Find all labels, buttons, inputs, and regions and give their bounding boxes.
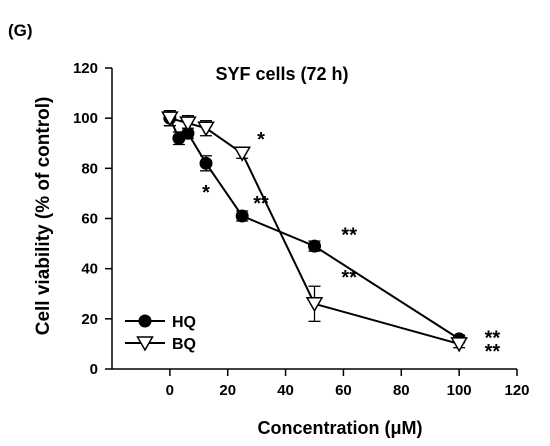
axis-ticks: 0 20 40 60 80 100 120 0 20 40 60 80 100 120 bbox=[73, 60, 530, 399]
significance-mark: * bbox=[257, 129, 265, 151]
legend-bq-marker bbox=[136, 336, 154, 352]
y-tick-label: 120 bbox=[73, 60, 98, 77]
y-tick-label: 0 bbox=[90, 361, 98, 378]
x-tick-label: 20 bbox=[219, 382, 236, 399]
y-axis-title: Cell viability (% of control) bbox=[33, 97, 54, 336]
significance-mark: ** bbox=[341, 225, 357, 247]
legend-bq-label: BQ bbox=[172, 336, 196, 353]
significance-mark: ** bbox=[341, 267, 357, 289]
x-tick-label: 60 bbox=[335, 382, 352, 399]
data-point-bq bbox=[450, 337, 468, 353]
x-tick-label: 80 bbox=[393, 382, 410, 399]
legend-hq-marker bbox=[138, 314, 152, 328]
legend: HQ BQ bbox=[125, 314, 196, 353]
x-tick-label: 120 bbox=[504, 382, 529, 399]
data-point-hq bbox=[181, 126, 195, 140]
y-tick-label: 20 bbox=[81, 311, 98, 328]
data-point-hq bbox=[308, 239, 321, 253]
data-point-hq bbox=[199, 156, 213, 170]
y-tick-label: 100 bbox=[73, 110, 98, 127]
data-point-bq bbox=[161, 111, 179, 127]
x-axis-title: Concentration (μM) bbox=[258, 418, 423, 438]
annotation-layer: ************ bbox=[202, 129, 500, 363]
y-tick-label: 40 bbox=[81, 261, 98, 278]
x-tick-label: 0 bbox=[166, 382, 174, 399]
data-point-hq bbox=[235, 209, 249, 223]
series-layer bbox=[161, 109, 468, 353]
x-tick-label: 100 bbox=[447, 382, 472, 399]
data-point-bq bbox=[179, 116, 197, 132]
legend-hq-label: HQ bbox=[172, 314, 196, 331]
significance-mark: ** bbox=[485, 341, 501, 363]
y-tick-label: 60 bbox=[81, 211, 98, 228]
y-tick-label: 80 bbox=[81, 160, 98, 177]
data-point-bq bbox=[233, 146, 251, 162]
significance-mark: ** bbox=[485, 327, 501, 349]
x-tick-label: 40 bbox=[277, 382, 294, 399]
series-bq bbox=[161, 109, 468, 353]
y-axis-title-group: Cell viability (% of control) bbox=[33, 97, 54, 336]
significance-mark: ** bbox=[253, 193, 269, 215]
chart-title: SYF cells (72 h) bbox=[215, 64, 348, 84]
data-point-bq bbox=[305, 297, 324, 313]
panel-label: (G) bbox=[8, 21, 33, 40]
data-point-bq bbox=[197, 121, 215, 137]
significance-mark: * bbox=[202, 182, 210, 204]
